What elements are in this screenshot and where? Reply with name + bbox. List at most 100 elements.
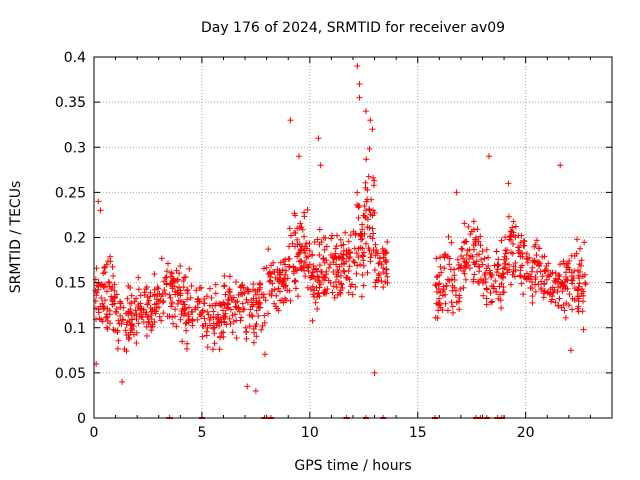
data-point — [502, 234, 509, 241]
data-point — [523, 270, 530, 277]
data-point — [345, 247, 352, 254]
data-point — [143, 332, 150, 339]
data-point — [111, 287, 118, 294]
data-point — [369, 126, 376, 133]
data-point — [113, 306, 120, 313]
data-point — [516, 272, 523, 279]
data-point — [92, 287, 99, 294]
data-point — [579, 273, 586, 280]
data-point — [359, 253, 366, 260]
data-point — [135, 320, 142, 327]
data-point — [456, 306, 463, 313]
data-point — [343, 251, 350, 258]
data-point — [567, 347, 574, 354]
data-point — [143, 285, 150, 292]
data-point — [126, 317, 133, 324]
data-point — [258, 326, 265, 333]
data-point — [169, 320, 176, 327]
data-point — [577, 262, 584, 269]
data-point — [445, 233, 452, 240]
data-point — [184, 287, 191, 294]
data-point — [225, 301, 232, 308]
data-point — [459, 246, 466, 253]
data-point — [383, 249, 390, 256]
data-point — [141, 289, 148, 296]
data-point — [355, 254, 362, 261]
data-point — [149, 323, 156, 330]
data-point — [123, 310, 130, 317]
data-point — [571, 285, 578, 292]
data-point — [119, 316, 126, 323]
data-point — [321, 246, 328, 253]
data-point — [345, 255, 352, 262]
data-point — [268, 288, 275, 295]
data-point — [364, 186, 371, 193]
data-point — [504, 269, 511, 276]
data-point — [124, 295, 131, 302]
data-point — [297, 257, 304, 264]
data-point — [148, 308, 155, 315]
data-point — [578, 286, 585, 293]
data-point — [332, 250, 339, 257]
data-point — [234, 298, 241, 305]
data-point — [284, 275, 291, 282]
data-point — [110, 326, 117, 333]
data-point — [250, 281, 257, 288]
data-point — [355, 204, 362, 211]
data-point — [115, 317, 122, 324]
data-point — [309, 251, 316, 258]
data-point — [497, 297, 504, 304]
data-point — [294, 236, 301, 243]
data-point — [239, 281, 246, 288]
data-point — [97, 303, 104, 310]
data-point — [281, 295, 288, 302]
data-point — [174, 277, 181, 284]
data-point — [519, 262, 526, 269]
data-point — [288, 232, 295, 239]
data-point — [432, 282, 439, 289]
data-point — [156, 290, 163, 297]
data-point — [271, 286, 278, 293]
data-point — [112, 308, 119, 315]
data-point — [199, 307, 206, 314]
data-point — [159, 299, 166, 306]
data-point — [370, 174, 377, 181]
data-point — [158, 317, 165, 324]
data-point — [364, 216, 371, 223]
data-point — [220, 307, 227, 314]
data-point — [230, 294, 237, 301]
data-point — [320, 255, 327, 262]
data-point — [98, 316, 105, 323]
data-point — [147, 312, 154, 319]
data-point — [210, 346, 217, 353]
data-point — [126, 334, 133, 341]
data-point — [233, 278, 240, 285]
data-point — [246, 312, 253, 319]
data-point — [512, 266, 519, 273]
data-point — [305, 253, 312, 260]
data-point — [188, 282, 195, 289]
y-tick-label: 0 — [77, 411, 86, 427]
data-point — [493, 269, 500, 276]
data-point — [498, 237, 505, 244]
data-point — [316, 226, 323, 233]
data-point — [167, 294, 174, 301]
data-point — [123, 348, 130, 355]
data-point — [96, 315, 103, 322]
data-point — [367, 233, 374, 240]
data-point — [336, 263, 343, 270]
data-point — [221, 318, 228, 325]
data-point — [568, 252, 575, 259]
data-point — [359, 226, 366, 233]
data-point — [171, 283, 178, 290]
data-point — [127, 329, 134, 336]
data-point — [534, 259, 541, 266]
data-point — [581, 239, 588, 246]
data-point — [167, 303, 174, 310]
data-point — [477, 233, 484, 240]
data-point — [130, 323, 137, 330]
data-point — [208, 294, 215, 301]
data-point — [380, 248, 387, 255]
data-point — [294, 293, 301, 300]
data-point — [346, 263, 353, 270]
